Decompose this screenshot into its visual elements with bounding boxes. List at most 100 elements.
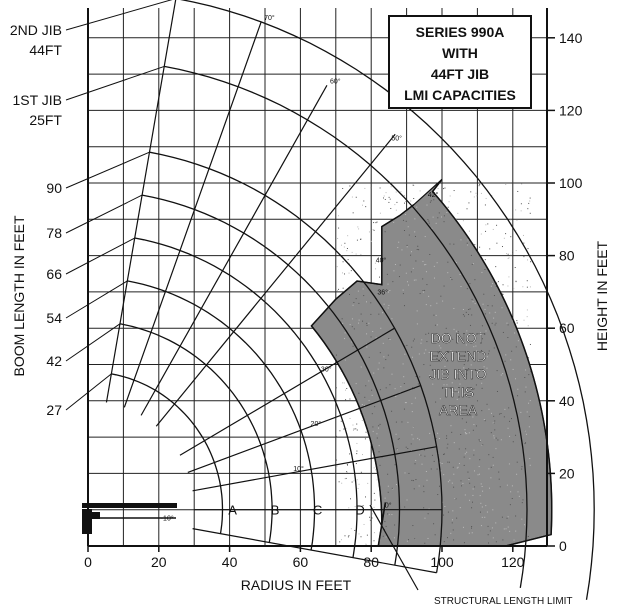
- texture-dot: [510, 491, 511, 492]
- texture-dot: [366, 301, 367, 302]
- texture-dot: [372, 513, 373, 514]
- texture-dot: [373, 222, 374, 223]
- texture-dot: [422, 464, 423, 465]
- texture-dot: [471, 528, 472, 529]
- texture-dot: [374, 406, 375, 407]
- texture-dot: [396, 422, 397, 423]
- boom-length-leader: [66, 0, 176, 30]
- texture-dot: [377, 438, 378, 439]
- texture-dot: [528, 248, 529, 249]
- texture-dot: [389, 290, 390, 291]
- texture-dot: [434, 266, 435, 267]
- texture-dot: [517, 322, 518, 323]
- texture-dot: [413, 268, 414, 269]
- texture-dot: [408, 226, 409, 227]
- texture-dot: [380, 389, 381, 390]
- texture-dot: [423, 507, 424, 508]
- texture-dot: [487, 512, 488, 513]
- title-line-1: SERIES 990A: [416, 24, 505, 40]
- texture-dot: [469, 478, 470, 479]
- texture-dot: [489, 350, 490, 351]
- texture-dot: [354, 530, 355, 531]
- texture-dot: [468, 202, 469, 203]
- texture-dot: [468, 239, 469, 240]
- texture-dot: [414, 231, 415, 232]
- title-box: SERIES 990A WITH 44FT JIB LMI CAPACITIES: [389, 16, 531, 108]
- texture-dot: [469, 483, 470, 484]
- texture-dot: [407, 246, 408, 247]
- texture-dot: [452, 483, 453, 484]
- texture-dot: [407, 245, 408, 246]
- texture-dot: [373, 229, 374, 230]
- texture-dot: [449, 462, 450, 463]
- texture-dot: [424, 290, 425, 291]
- texture-dot: [349, 399, 350, 400]
- texture-dot: [380, 187, 381, 188]
- texture-dot: [499, 479, 500, 480]
- texture-dot: [457, 213, 458, 214]
- texture-dot: [394, 204, 395, 205]
- texture-dot: [488, 542, 489, 543]
- texture-dot: [473, 430, 474, 431]
- texture-dot: [473, 488, 474, 489]
- texture-dot: [527, 316, 528, 317]
- boom-length-leader: [66, 195, 142, 233]
- texture-dot: [342, 188, 343, 189]
- texture-dot: [502, 293, 503, 294]
- texture-dot: [507, 286, 508, 287]
- texture-dot: [509, 531, 510, 532]
- texture-dot: [378, 428, 379, 429]
- texture-dot: [511, 351, 512, 352]
- texture-dot: [460, 239, 461, 240]
- texture-dot: [443, 515, 444, 516]
- texture-dot: [346, 388, 347, 389]
- texture-dot: [485, 204, 486, 205]
- texture-dot: [444, 215, 445, 216]
- texture-dot: [460, 286, 461, 287]
- texture-dot: [420, 190, 421, 191]
- texture-dot: [414, 339, 415, 340]
- texture-dot: [484, 419, 485, 420]
- texture-dot: [414, 538, 415, 539]
- texture-dot: [450, 533, 451, 534]
- texture-dot: [415, 398, 416, 399]
- texture-dot: [396, 484, 397, 485]
- texture-dot: [508, 276, 509, 277]
- texture-dot: [446, 212, 447, 213]
- texture-dot: [403, 220, 404, 221]
- texture-dot: [466, 312, 467, 313]
- texture-dot: [482, 517, 483, 518]
- texture-dot: [396, 210, 397, 211]
- texture-dot: [493, 435, 494, 436]
- texture-dot: [413, 185, 414, 186]
- x-tick-label: 120: [501, 554, 525, 570]
- texture-dot: [348, 536, 349, 537]
- texture-dot: [404, 230, 405, 231]
- texture-dot: [437, 494, 438, 495]
- texture-dot: [515, 531, 516, 532]
- texture-dot: [527, 309, 528, 310]
- texture-dot: [383, 343, 384, 344]
- texture-dot: [412, 525, 413, 526]
- texture-dot: [416, 207, 417, 208]
- texture-dot: [437, 433, 438, 434]
- texture-dot: [433, 199, 434, 200]
- texture-dot: [350, 418, 351, 419]
- texture-dot: [530, 465, 531, 466]
- texture-dot: [371, 336, 372, 337]
- texture-dot: [476, 193, 477, 194]
- texture-dot: [396, 192, 397, 193]
- texture-dot: [415, 260, 416, 261]
- texture-dot: [494, 420, 495, 421]
- angle-label: 0°: [385, 502, 392, 510]
- texture-dot: [430, 305, 431, 306]
- texture-dot: [437, 324, 438, 325]
- texture-dot: [406, 221, 407, 222]
- texture-dot: [465, 433, 466, 434]
- texture-dot: [403, 293, 404, 294]
- texture-dot: [465, 494, 466, 495]
- texture-dot: [467, 243, 468, 244]
- texture-dot: [503, 284, 504, 285]
- texture-dot: [524, 377, 525, 378]
- texture-dot: [404, 409, 405, 410]
